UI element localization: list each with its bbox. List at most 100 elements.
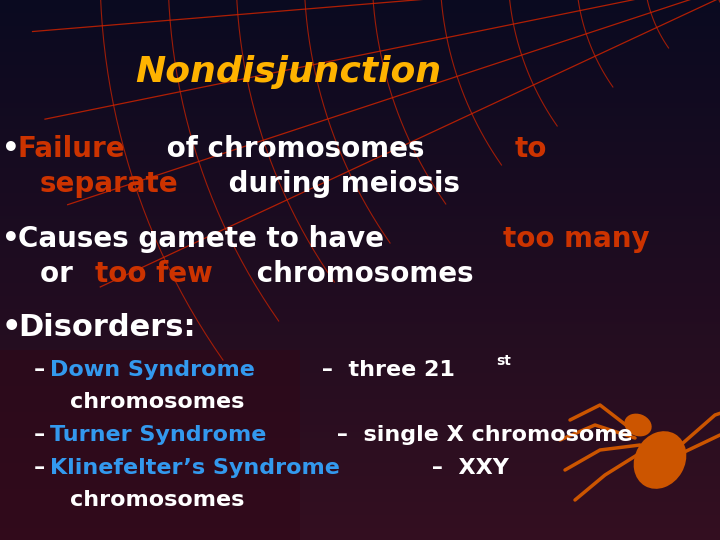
Bar bbox=[0, 404, 720, 405]
Bar bbox=[0, 328, 720, 329]
Bar bbox=[0, 264, 720, 265]
Bar bbox=[0, 11, 720, 12]
Bar bbox=[0, 73, 720, 74]
Bar bbox=[0, 62, 720, 63]
Bar bbox=[0, 253, 720, 254]
Bar bbox=[0, 243, 720, 244]
Bar bbox=[0, 324, 720, 325]
Bar bbox=[0, 148, 720, 149]
Bar bbox=[0, 416, 720, 417]
Bar bbox=[0, 495, 720, 496]
Bar bbox=[0, 228, 720, 229]
Bar bbox=[0, 63, 720, 64]
Bar bbox=[0, 403, 720, 404]
Bar bbox=[0, 93, 720, 94]
Bar bbox=[0, 50, 720, 51]
Bar bbox=[0, 358, 720, 359]
Bar bbox=[0, 68, 720, 69]
Bar bbox=[0, 523, 720, 524]
Bar bbox=[0, 55, 720, 56]
Bar bbox=[0, 327, 720, 328]
Bar bbox=[0, 359, 720, 360]
Bar bbox=[0, 320, 720, 321]
Text: –: – bbox=[34, 425, 45, 445]
Bar bbox=[0, 286, 720, 287]
Bar bbox=[0, 107, 720, 108]
Bar bbox=[0, 236, 720, 237]
Bar bbox=[0, 409, 720, 410]
Bar bbox=[0, 82, 720, 83]
Bar bbox=[0, 536, 720, 537]
Bar bbox=[0, 347, 720, 348]
Bar bbox=[0, 290, 720, 291]
Bar bbox=[0, 521, 720, 522]
Bar bbox=[0, 500, 720, 501]
Bar bbox=[0, 405, 720, 406]
Bar bbox=[0, 53, 720, 54]
Bar bbox=[0, 147, 720, 148]
Bar bbox=[0, 48, 720, 49]
Bar bbox=[0, 85, 720, 86]
Bar bbox=[0, 274, 720, 275]
Bar bbox=[0, 255, 720, 256]
Text: Nondisjunction: Nondisjunction bbox=[135, 55, 441, 89]
Bar bbox=[0, 481, 720, 482]
Bar bbox=[0, 22, 720, 23]
Bar bbox=[0, 218, 720, 219]
Bar bbox=[0, 520, 720, 521]
Bar bbox=[0, 77, 720, 78]
Bar bbox=[0, 452, 720, 453]
Bar bbox=[0, 486, 720, 487]
Bar bbox=[0, 180, 720, 181]
Bar bbox=[0, 16, 720, 17]
Bar bbox=[0, 67, 720, 68]
Bar bbox=[0, 419, 720, 420]
Bar bbox=[0, 164, 720, 165]
Bar bbox=[0, 79, 720, 80]
Bar bbox=[0, 411, 720, 412]
Bar bbox=[0, 467, 720, 468]
Text: Failure: Failure bbox=[18, 135, 125, 163]
Bar bbox=[0, 357, 720, 358]
Bar bbox=[0, 14, 720, 15]
Bar bbox=[0, 386, 720, 387]
Bar bbox=[0, 238, 720, 239]
Bar bbox=[0, 294, 720, 295]
Bar bbox=[0, 532, 720, 533]
Bar bbox=[0, 363, 720, 364]
Bar bbox=[0, 518, 720, 519]
Bar bbox=[0, 245, 720, 246]
Bar bbox=[0, 493, 720, 494]
Bar bbox=[0, 81, 720, 82]
Bar bbox=[0, 417, 720, 418]
Bar bbox=[0, 267, 720, 268]
Bar bbox=[0, 329, 720, 330]
Bar bbox=[0, 316, 720, 317]
Ellipse shape bbox=[624, 414, 652, 436]
Bar bbox=[0, 406, 720, 407]
Bar bbox=[0, 466, 720, 467]
Bar bbox=[0, 214, 720, 215]
Bar bbox=[0, 445, 720, 446]
Bar bbox=[0, 496, 720, 497]
Bar bbox=[0, 95, 720, 96]
Text: Disorders:: Disorders: bbox=[18, 313, 196, 342]
Bar bbox=[0, 385, 720, 386]
Bar bbox=[0, 130, 720, 131]
Bar bbox=[0, 364, 720, 365]
Bar bbox=[0, 235, 720, 236]
Bar bbox=[0, 170, 720, 171]
Bar bbox=[0, 183, 720, 184]
Bar bbox=[0, 217, 720, 218]
Bar bbox=[0, 513, 720, 514]
Bar bbox=[0, 388, 720, 389]
Bar bbox=[0, 437, 720, 438]
Bar bbox=[0, 272, 720, 273]
Bar bbox=[0, 74, 720, 75]
Bar bbox=[0, 348, 720, 349]
Bar bbox=[0, 383, 720, 384]
Bar bbox=[0, 8, 720, 9]
Bar bbox=[0, 248, 720, 249]
Bar bbox=[0, 211, 720, 212]
Bar bbox=[0, 368, 720, 369]
